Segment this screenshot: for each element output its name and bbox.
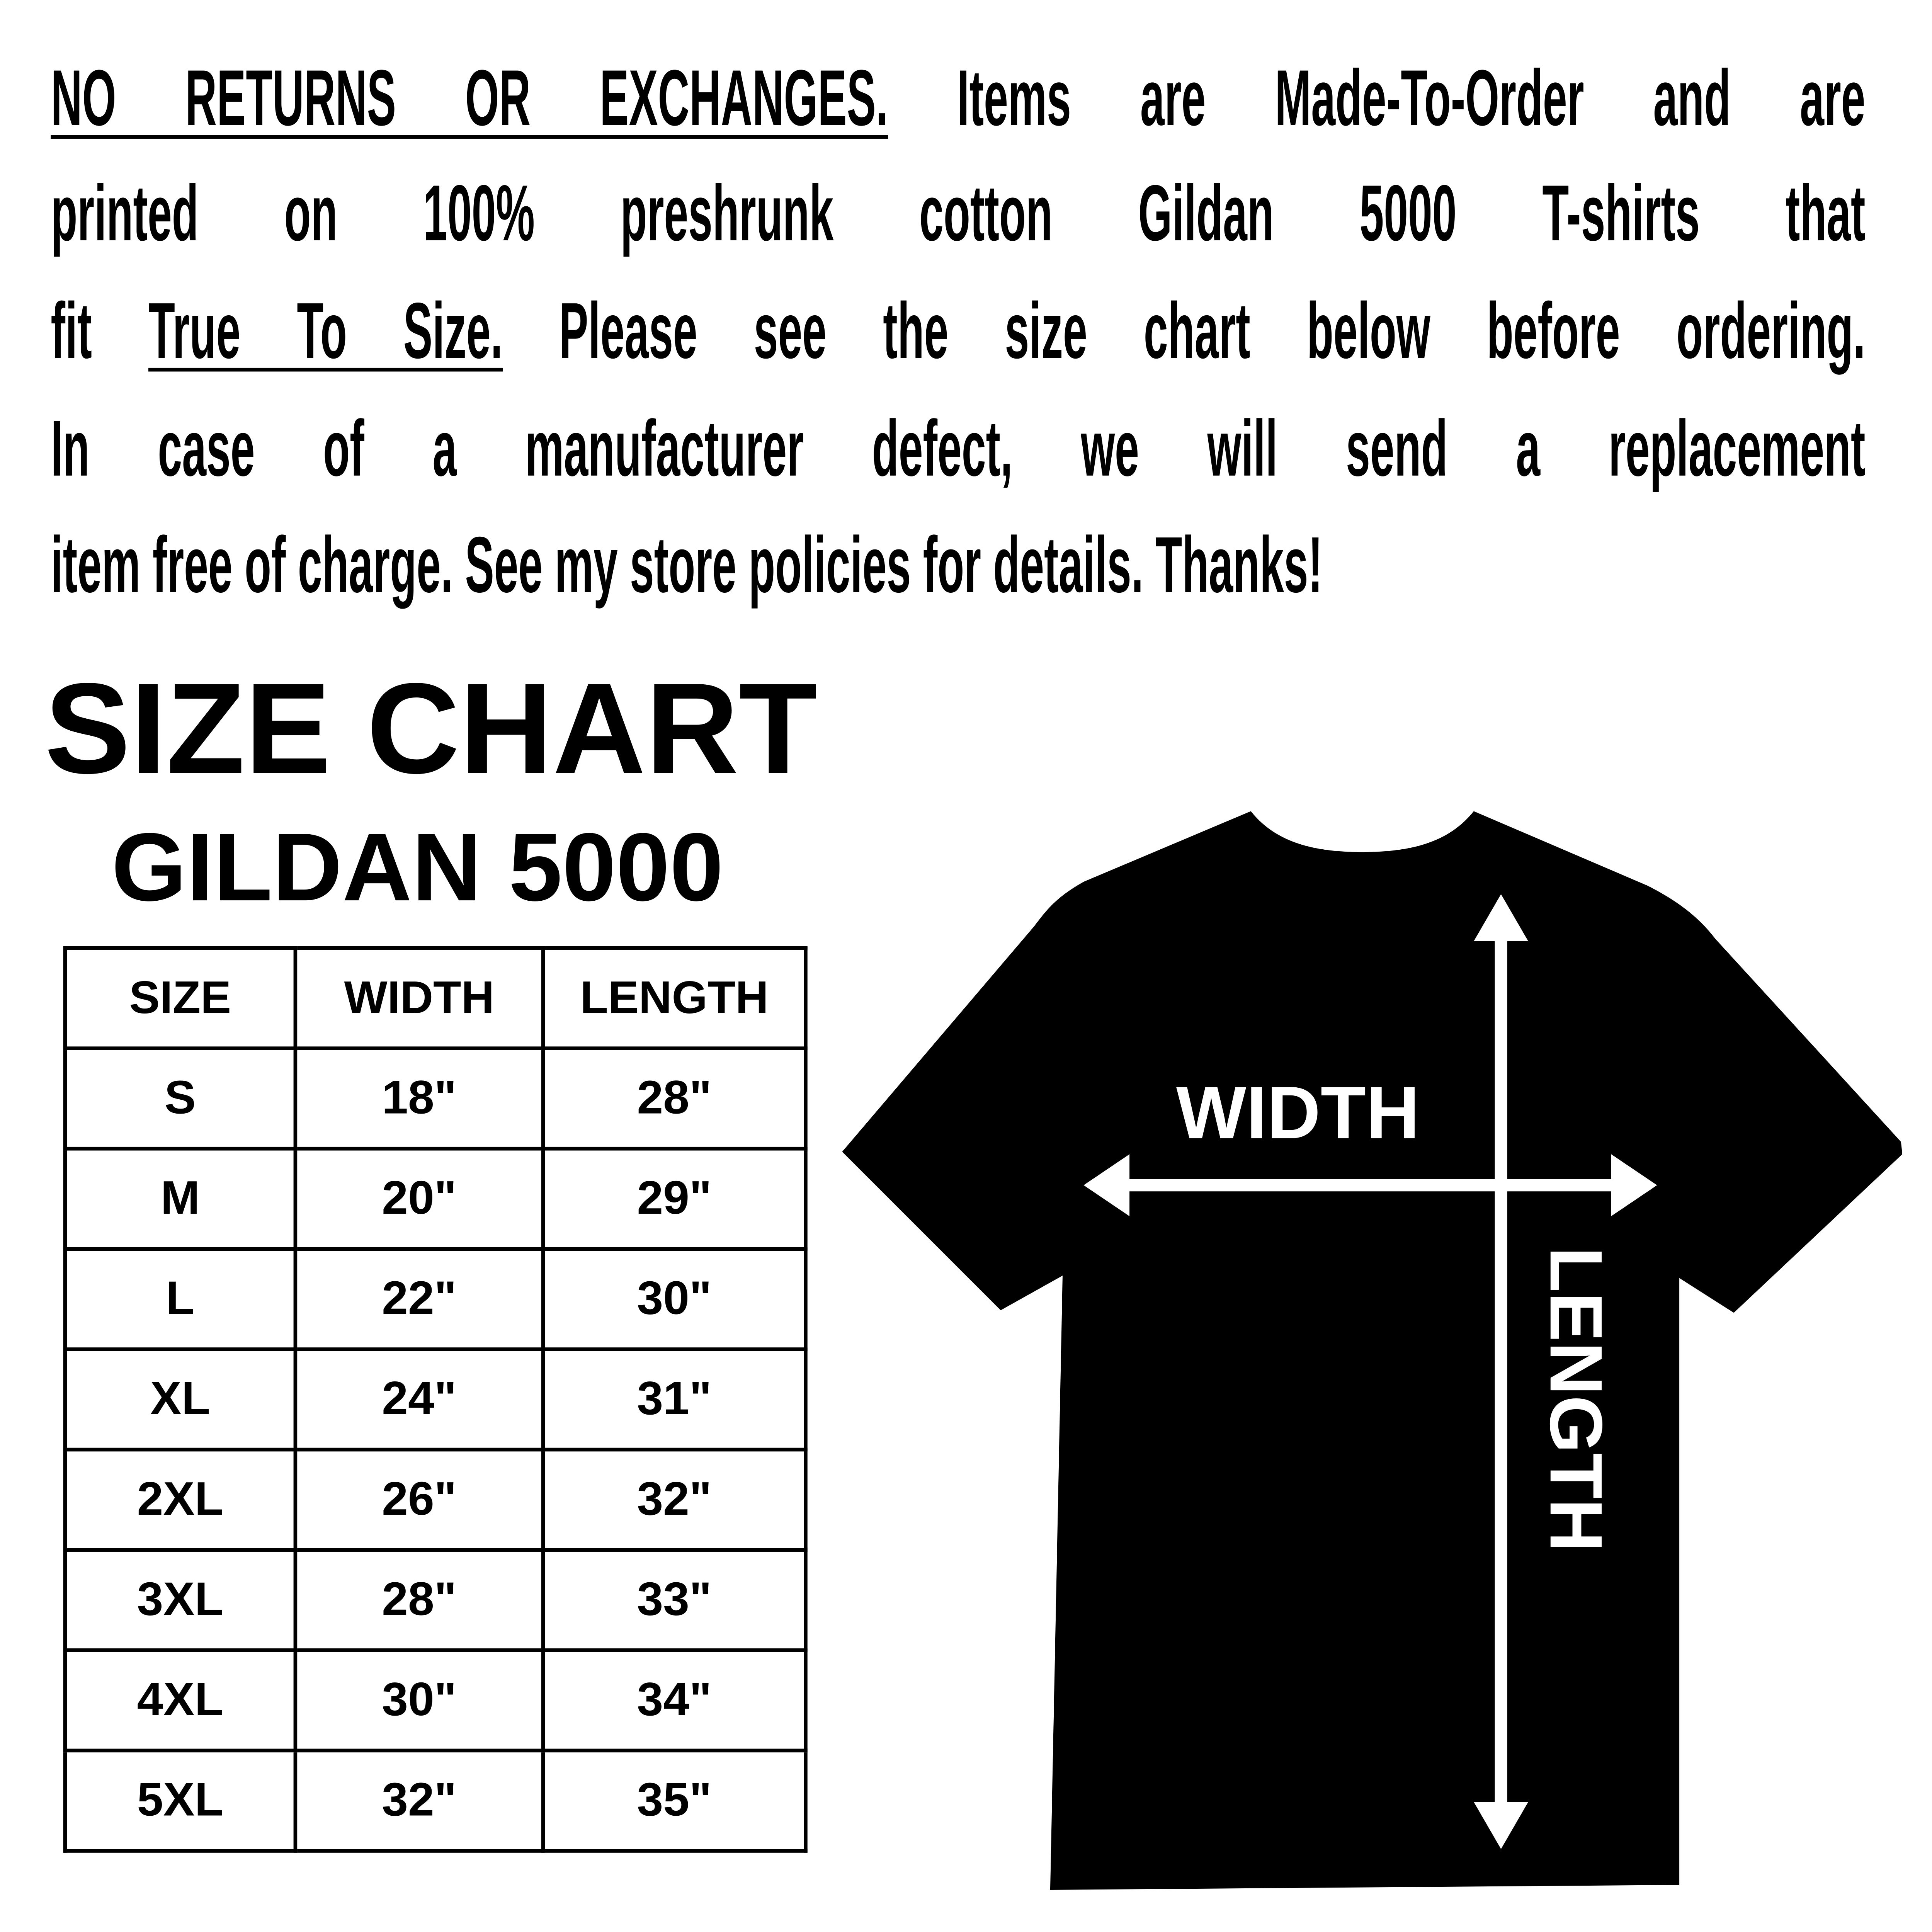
table-cell: 35" [541,1748,808,1853]
table-cell: 4XL [63,1648,298,1753]
table-cell: 34" [541,1648,808,1753]
table-cell: 28" [293,1548,545,1652]
table-row: 4XL 30" 34" [63,1648,808,1753]
table-header-row: SIZE WIDTH LENGTH [63,946,808,1050]
table-cell: 22" [293,1247,545,1351]
table-row: XL 24" 31" [63,1347,808,1452]
column-header: LENGTH [541,946,808,1050]
table-cell: 30" [541,1247,808,1351]
width-arrow [1083,1154,1657,1216]
table-cell: 18" [293,1046,545,1151]
table-cell: 32" [293,1748,545,1853]
column-header: SIZE [63,946,298,1050]
table-cell: M [63,1146,298,1251]
page-title: SIZE CHART [44,657,818,801]
size-table: SIZE WIDTH LENGTH S 18" 28" M 20" 29" L 22" 30" XL 24… [63,946,808,1853]
notice-line-5: item free of charge. See my store polici… [51,520,1323,609]
table-cell: 30" [293,1648,545,1753]
table-cell: 26" [293,1447,545,1552]
table-cell: 28" [541,1046,808,1151]
table-cell: XL [63,1347,298,1452]
table-cell: 32" [541,1447,808,1552]
table-row: M 20" 29" [63,1146,808,1251]
table-cell: 33" [541,1548,808,1652]
table-cell: 5XL [63,1748,298,1853]
table-row: 2XL 26" 32" [63,1447,808,1552]
table-row: L 22" 30" [63,1247,808,1351]
page-subtitle: GILDAN 5000 [111,812,724,922]
true-to-size-text: True To Size. [148,286,503,376]
column-header: WIDTH [293,946,545,1050]
notice-line-1: NO RETURNS OR EXCHANGES. Items are Made-… [51,53,1866,143]
notice-line-3: fit True To Size. Please see the size ch… [51,286,1866,376]
table-cell: 31" [541,1347,808,1452]
table-row: S 18" 28" [63,1046,808,1151]
notice-line-2: printed on 100% preshrunk cotton Gildan … [51,168,1866,258]
table-cell: 29" [541,1146,808,1251]
length-arrow [1474,894,1529,1849]
no-returns-text: NO RETURNS OR EXCHANGES. [51,53,888,143]
table-row: 5XL 32" 35" [63,1748,808,1853]
width-label: WIDTH [1176,1071,1420,1154]
table-cell: S [63,1046,298,1151]
table-cell: 24" [293,1347,545,1452]
tshirt-icon [842,811,1903,1890]
length-label: LENGTH [1535,1247,1618,1553]
table-cell: 2XL [63,1447,298,1552]
table-cell: L [63,1247,298,1351]
notice-line-4: In case of a manufacturer defect, we wil… [51,403,1866,493]
table-cell: 20" [293,1146,545,1251]
table-row: 3XL 28" 33" [63,1548,808,1652]
table-cell: 3XL [63,1548,298,1652]
